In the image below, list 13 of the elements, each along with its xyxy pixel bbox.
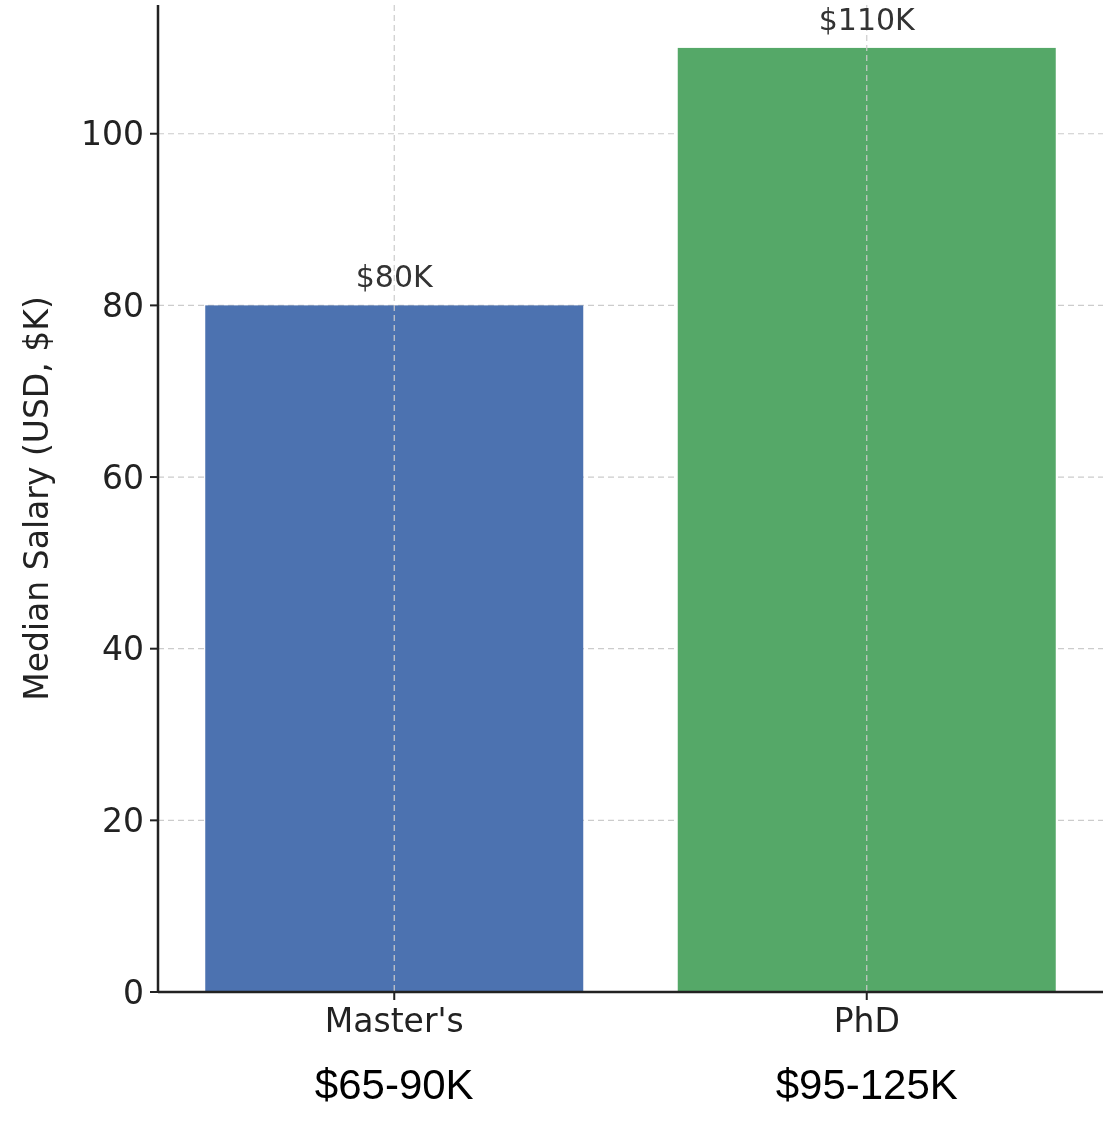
data-label: $110K — [818, 1, 917, 37]
y-tick-label: 80 — [102, 285, 144, 325]
y-tick-label: 60 — [102, 457, 144, 497]
y-tick-label: 100 — [81, 114, 144, 154]
text: $95-125K — [775, 1061, 958, 1108]
y-tick-label: 40 — [102, 629, 144, 669]
y-tick-label: 0 — [123, 972, 144, 1012]
y-axis-title: Median Salary (USD, $K) — [17, 296, 56, 701]
text: $65-90K — [314, 1061, 474, 1108]
x-tick-label: PhD — [833, 1001, 900, 1040]
x-tick-label: Master's — [324, 1001, 464, 1040]
y-tick-label: 20 — [102, 800, 144, 840]
data-label: $80K — [355, 259, 435, 295]
